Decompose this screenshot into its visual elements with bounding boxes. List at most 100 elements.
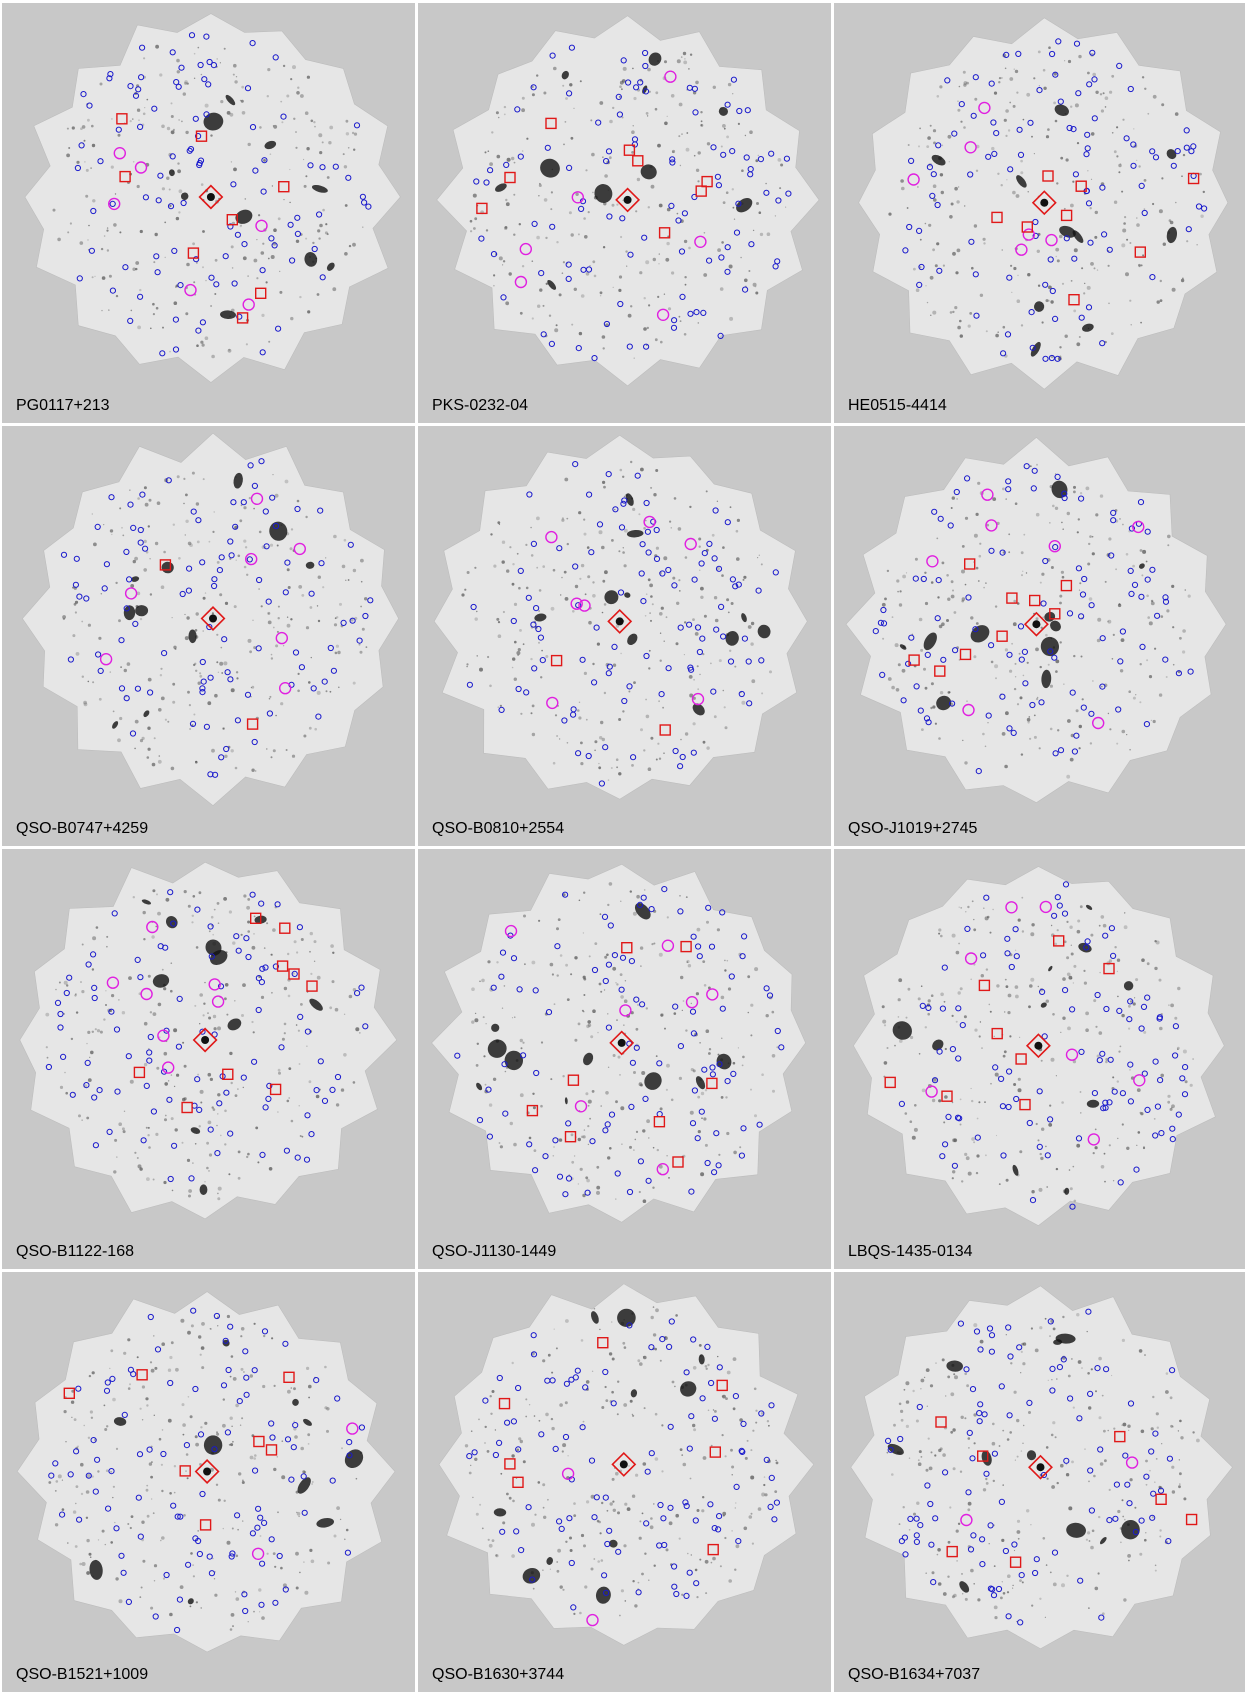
quasar-diamond-marker bbox=[1023, 611, 1049, 637]
source-marker bbox=[1005, 1324, 1012, 1331]
source-marker bbox=[627, 251, 634, 258]
ring-marker bbox=[279, 682, 292, 695]
source-marker bbox=[709, 1071, 716, 1078]
source-marker bbox=[728, 973, 735, 980]
source-marker bbox=[1138, 593, 1145, 600]
field-image bbox=[19, 861, 398, 1220]
source-marker bbox=[1158, 1130, 1165, 1137]
source-marker bbox=[123, 548, 130, 556]
source-marker bbox=[1008, 963, 1015, 971]
source-marker bbox=[748, 241, 755, 248]
source-marker bbox=[916, 227, 923, 234]
source-marker bbox=[332, 163, 339, 170]
source-marker bbox=[183, 1442, 190, 1449]
galaxy bbox=[624, 592, 631, 598]
galaxy bbox=[292, 1398, 299, 1406]
source-marker bbox=[648, 906, 655, 913]
source-marker bbox=[244, 691, 252, 698]
source-marker bbox=[122, 264, 129, 271]
source-marker bbox=[727, 658, 735, 665]
galaxy bbox=[1064, 1187, 1070, 1195]
source-marker bbox=[200, 678, 207, 685]
source-marker bbox=[708, 943, 716, 950]
source-marker bbox=[90, 1437, 97, 1444]
background-sources bbox=[464, 1306, 779, 1617]
source-marker bbox=[1174, 148, 1181, 155]
source-marker bbox=[278, 1044, 285, 1051]
source-marker bbox=[72, 581, 80, 588]
source-marker bbox=[740, 1420, 747, 1427]
square-marker bbox=[476, 202, 488, 215]
source-marker bbox=[768, 1474, 775, 1481]
source-marker bbox=[498, 973, 505, 980]
source-marker bbox=[603, 1589, 610, 1596]
source-marker bbox=[208, 1570, 215, 1577]
source-marker bbox=[103, 561, 111, 568]
source-marker bbox=[57, 1024, 64, 1031]
source-marker bbox=[768, 1402, 775, 1409]
galaxy bbox=[220, 310, 236, 320]
source-marker bbox=[724, 519, 731, 526]
source-marker bbox=[261, 1328, 269, 1335]
source-marker bbox=[1070, 126, 1077, 133]
source-marker bbox=[999, 1103, 1006, 1110]
square-marker bbox=[623, 144, 636, 156]
source-marker bbox=[490, 251, 498, 258]
source-marker bbox=[575, 602, 582, 609]
source-marker bbox=[258, 979, 265, 986]
source-marker bbox=[92, 1488, 99, 1495]
source-marker bbox=[249, 124, 257, 131]
source-marker bbox=[1126, 1016, 1133, 1023]
source-marker bbox=[251, 1058, 258, 1065]
source-marker bbox=[313, 1087, 320, 1094]
source-marker bbox=[216, 1100, 223, 1107]
source-marker bbox=[203, 723, 210, 730]
source-marker bbox=[1181, 1091, 1189, 1098]
ring-marker bbox=[146, 920, 159, 934]
source-marker bbox=[134, 685, 141, 692]
square-marker bbox=[1060, 209, 1073, 222]
source-marker bbox=[928, 1541, 935, 1548]
source-marker bbox=[618, 986, 625, 993]
source-marker bbox=[897, 1435, 904, 1443]
source-marker bbox=[197, 157, 205, 164]
square-marker bbox=[195, 130, 208, 142]
source-marker bbox=[113, 1026, 121, 1033]
source-marker bbox=[704, 1343, 711, 1351]
source-marker bbox=[977, 1346, 984, 1353]
source-marker bbox=[671, 1583, 678, 1590]
square-marker bbox=[279, 922, 291, 934]
source-marker bbox=[591, 355, 598, 362]
source-marker bbox=[186, 565, 193, 572]
source-marker bbox=[319, 164, 326, 171]
source-marker bbox=[1085, 200, 1093, 207]
source-marker bbox=[579, 1424, 586, 1431]
galaxy bbox=[946, 1360, 963, 1372]
source-marker bbox=[1004, 331, 1012, 338]
source-marker bbox=[255, 645, 262, 652]
source-marker bbox=[667, 1423, 674, 1430]
source-marker bbox=[643, 1520, 650, 1527]
source-marker bbox=[1113, 1481, 1120, 1488]
galaxy bbox=[235, 209, 253, 224]
source-marker bbox=[294, 505, 301, 513]
source-marker bbox=[1036, 1143, 1043, 1150]
source-marker bbox=[711, 555, 718, 562]
source-marker bbox=[207, 923, 214, 930]
source-marker bbox=[568, 1376, 575, 1383]
ring-marker bbox=[293, 542, 306, 556]
ring-marker bbox=[691, 692, 705, 706]
source-marker bbox=[255, 975, 262, 982]
source-marker bbox=[1097, 1446, 1104, 1453]
source-marker bbox=[939, 1153, 946, 1160]
source-marker bbox=[925, 1004, 932, 1011]
source-marker bbox=[549, 1377, 556, 1384]
source-marker bbox=[1029, 344, 1036, 351]
source-marker bbox=[1005, 486, 1012, 493]
field-label: QSO-B0810+2554 bbox=[432, 820, 565, 837]
square-marker bbox=[545, 117, 557, 130]
galaxy bbox=[190, 1127, 201, 1134]
source-marker bbox=[665, 566, 672, 574]
quasar bbox=[1032, 620, 1041, 629]
square-marker bbox=[621, 941, 633, 954]
